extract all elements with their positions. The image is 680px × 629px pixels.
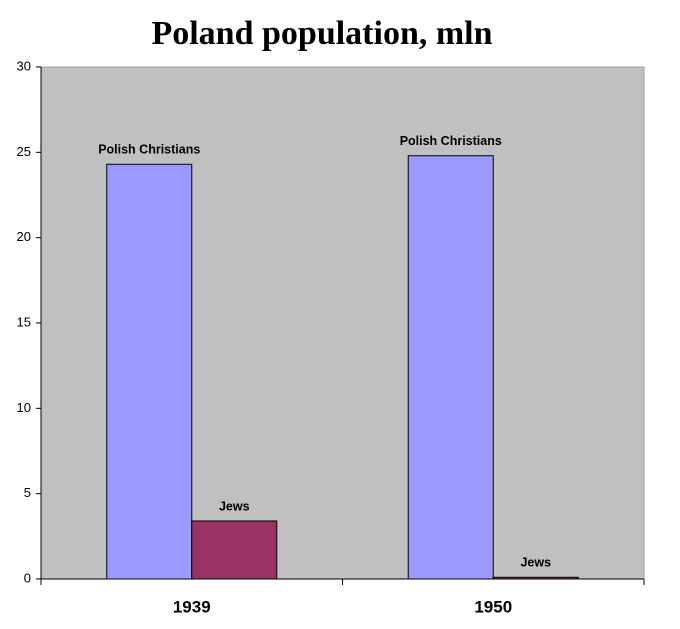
- y-tick-label: 15: [17, 314, 31, 329]
- y-tick-label: 20: [17, 229, 31, 244]
- data-label: Polish Christians: [400, 134, 502, 148]
- bar: [407, 155, 494, 580]
- bar: [191, 520, 278, 580]
- y-tick-label: 0: [24, 570, 31, 585]
- data-label: Jews: [520, 556, 551, 570]
- y-tick-label: 30: [17, 58, 31, 73]
- bar: [492, 576, 579, 580]
- y-tick-label: 5: [24, 485, 31, 500]
- data-label: Polish Christians: [98, 143, 200, 157]
- chart-title: Poland population, mln: [151, 15, 492, 52]
- bar: [106, 163, 193, 580]
- x-tick-label: 1939: [173, 597, 211, 616]
- data-label: Jews: [219, 499, 250, 513]
- x-tick-label: 1950: [474, 597, 512, 616]
- y-tick-label: 25: [17, 144, 31, 159]
- y-tick-label: 10: [17, 400, 31, 415]
